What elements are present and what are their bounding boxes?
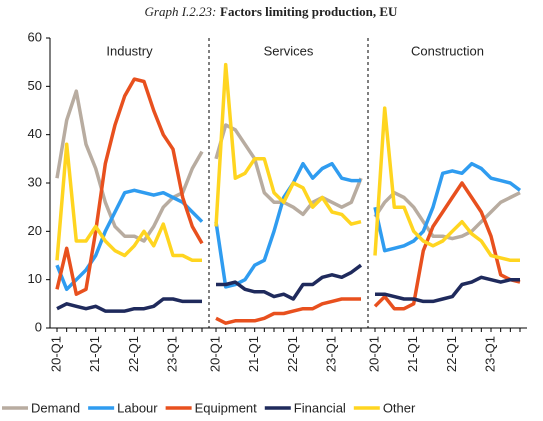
x-tick-label: 21-Q1 <box>87 336 102 372</box>
series-line <box>55 188 204 292</box>
title-text: Factors limiting production, EU <box>220 4 398 19</box>
legend-label: Equipment <box>195 400 258 415</box>
panel-title: Industry <box>106 43 153 58</box>
x-tick-label: 22-Q1 <box>126 336 141 372</box>
legend-label: Demand <box>31 400 80 415</box>
series-line <box>214 62 362 227</box>
series-line <box>56 297 202 313</box>
y-tick-label: 50 <box>28 78 42 93</box>
legend-label: Other <box>383 400 416 415</box>
x-tick-label: 21-Q1 <box>246 336 261 372</box>
x-tick-label: 20-Q1 <box>366 336 381 372</box>
x-tick-label: 22-Q1 <box>285 336 300 372</box>
y-tick-label: 10 <box>28 271 42 286</box>
y-tick-label: 60 <box>28 29 42 44</box>
legend: Demand Labour Equipment Financial Other <box>2 400 416 415</box>
series-line <box>375 275 520 304</box>
x-tick-label: 22-Q1 <box>444 336 459 372</box>
series-line <box>373 181 521 311</box>
x-tick-label: 21-Q1 <box>405 336 420 372</box>
title-label: Graph I.2.23: <box>145 4 217 19</box>
series-line <box>214 161 361 289</box>
legend-label: Labour <box>117 400 158 415</box>
series-line <box>373 161 522 253</box>
series-line <box>55 89 204 243</box>
panel-title: Services <box>264 43 314 58</box>
chart-title: Graph I.2.23: Factors limiting productio… <box>145 4 399 19</box>
x-tick-label: 20-Q1 <box>48 336 63 372</box>
legend-label: Financial <box>294 400 346 415</box>
series-line <box>373 190 521 241</box>
y-tick-label: 0 <box>35 319 42 334</box>
x-tick-label: 23-Q1 <box>482 336 497 372</box>
series-line <box>215 297 361 325</box>
y-tick-label: 20 <box>28 223 42 238</box>
panel-title: Construction <box>411 43 484 58</box>
x-tick-label: 23-Q1 <box>164 336 179 372</box>
y-tick-label: 30 <box>28 174 42 189</box>
x-tick-label: 20-Q1 <box>207 336 222 372</box>
series-line <box>55 142 202 263</box>
series-line <box>373 106 520 263</box>
series-line <box>214 123 363 217</box>
series-line <box>216 263 363 301</box>
series-line <box>55 77 204 296</box>
x-tick-label: 23-Q1 <box>323 336 338 372</box>
y-tick-label: 40 <box>28 126 42 141</box>
